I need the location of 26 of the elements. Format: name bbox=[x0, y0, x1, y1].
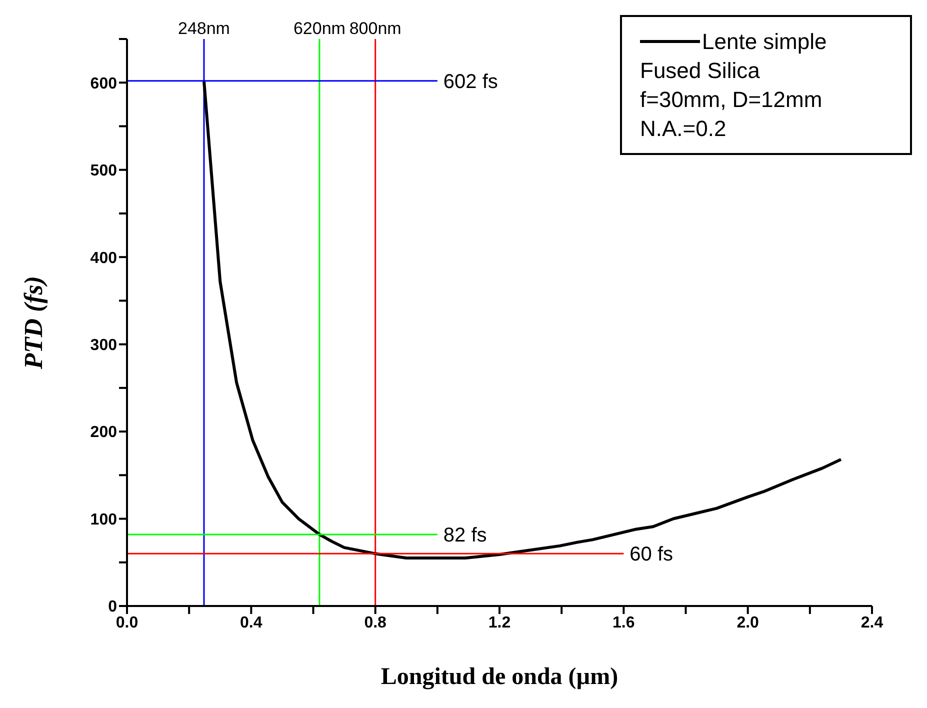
y-tick-label: 0 bbox=[108, 598, 118, 616]
y-tick-label: 200 bbox=[90, 424, 118, 442]
x-tick-label: 0.4 bbox=[240, 614, 262, 632]
annotation: N.A.=0.2 bbox=[640, 115, 728, 143]
y-axis-title: PTD (fs) bbox=[19, 276, 48, 370]
annotation: f=30mm, D=12mm bbox=[640, 86, 824, 114]
ref-line-label: 620nm bbox=[293, 19, 346, 38]
ref-line-label: 800nm bbox=[349, 19, 402, 38]
x-tick-label: 0.0 bbox=[116, 614, 138, 632]
x-axis-title: Longitud de onda (µm) bbox=[380, 664, 618, 690]
series-label: 82 fs bbox=[443, 524, 487, 546]
annotation: Fused Silica bbox=[640, 57, 761, 85]
y-tick-label: 500 bbox=[90, 162, 118, 180]
y-tick-label: 100 bbox=[90, 511, 118, 528]
x-tick-label: 1.6 bbox=[612, 614, 635, 632]
x-tick-label: 2.4 bbox=[860, 614, 884, 632]
ref-line-label: 248nm bbox=[178, 19, 230, 38]
series-label: 60 fs bbox=[630, 544, 674, 566]
series-label: 602 fs bbox=[443, 70, 498, 93]
y-tick-label: 300 bbox=[90, 336, 118, 354]
x-tick-label: 2.0 bbox=[736, 614, 760, 632]
y-tick-label: 400 bbox=[90, 250, 118, 267]
x-tick-label: 0.8 bbox=[364, 614, 387, 632]
y-tick-label: 600 bbox=[90, 75, 118, 92]
x-tick-label: 1.2 bbox=[488, 614, 511, 632]
legend-label: Lente simple bbox=[702, 28, 827, 56]
